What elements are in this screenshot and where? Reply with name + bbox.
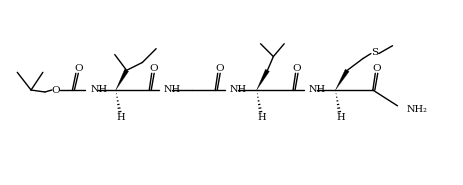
Text: NH₂: NH₂ xyxy=(407,105,427,114)
Text: NH: NH xyxy=(164,85,181,94)
Text: O: O xyxy=(51,85,60,95)
Polygon shape xyxy=(335,69,349,90)
Text: H: H xyxy=(336,113,344,122)
Text: H: H xyxy=(257,113,266,122)
Text: H: H xyxy=(116,113,125,122)
Text: O: O xyxy=(372,64,381,73)
Text: NH: NH xyxy=(90,85,107,94)
Text: O: O xyxy=(293,64,301,73)
Text: O: O xyxy=(215,64,224,73)
Polygon shape xyxy=(257,69,269,90)
Text: O: O xyxy=(149,64,157,73)
Polygon shape xyxy=(116,69,129,90)
Text: NH: NH xyxy=(309,85,326,94)
Text: O: O xyxy=(74,64,83,73)
Text: S: S xyxy=(371,48,378,57)
Text: NH: NH xyxy=(230,85,247,94)
